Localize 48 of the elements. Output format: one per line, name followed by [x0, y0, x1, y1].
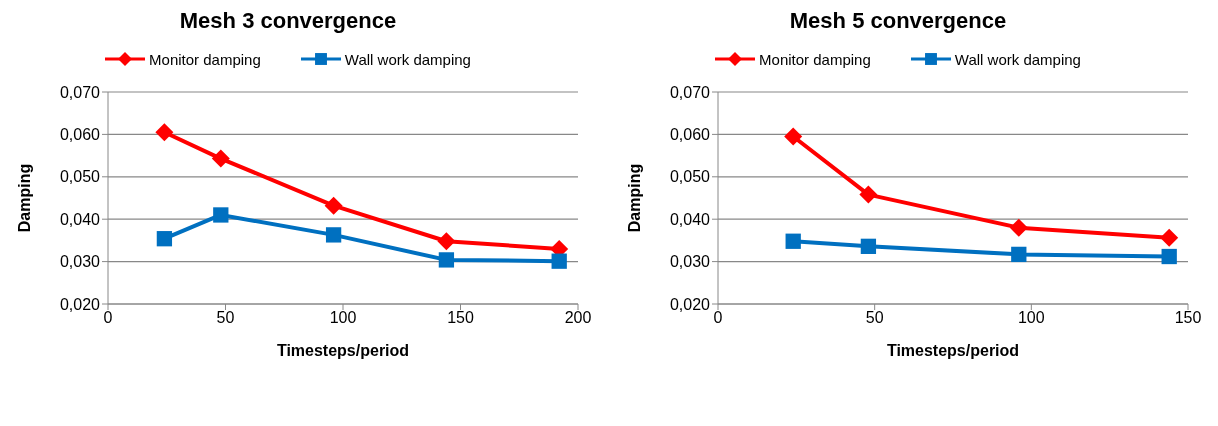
point [325, 227, 342, 243]
point [551, 253, 567, 269]
legend-label: Monitor damping [759, 50, 871, 68]
x-tick-label: 50 [865, 309, 884, 327]
point [1161, 248, 1177, 265]
y-tick-label: 0,030 [669, 253, 711, 271]
x-tick-label: 0 [103, 309, 113, 327]
legend-label: Monitor damping [149, 50, 261, 68]
y-tick-label: 0,040 [669, 210, 711, 228]
legend-label: Wall work damping [954, 50, 1081, 68]
x-tick-label: 200 [564, 309, 592, 327]
point [860, 238, 877, 254]
point [1011, 246, 1027, 263]
x-tick-label: 50 [216, 309, 235, 327]
y-tick-label: 0,020 [669, 295, 711, 313]
y-tick-label: 0,060 [59, 126, 101, 144]
y-tick-label: 0,070 [59, 83, 101, 101]
point [1160, 228, 1179, 247]
y-tick-label: 0,050 [59, 168, 101, 186]
x-tick-label: 100 [329, 309, 357, 327]
y-tick-label: 0,040 [59, 210, 101, 228]
x-tick-label: 150 [447, 309, 474, 327]
point [438, 252, 455, 268]
point [211, 149, 230, 168]
legend-label: Wall work damping [344, 50, 471, 68]
y-axis-title: Damping [15, 163, 33, 233]
point [437, 232, 456, 251]
point [213, 207, 229, 223]
y-axis-title: Damping [625, 163, 643, 233]
y-tick-label: 0,070 [669, 83, 711, 101]
point [156, 231, 173, 247]
point [1009, 218, 1028, 237]
point [155, 123, 174, 142]
y-tick-label: 0,060 [669, 126, 711, 144]
point [859, 185, 878, 204]
chart-title: Mesh 3 convergence [178, 8, 398, 35]
point [784, 127, 803, 146]
point [324, 196, 343, 215]
x-tick-label: 150 [1174, 309, 1202, 327]
x-axis-title: Timesteps/period [276, 342, 410, 359]
x-axis-title: Timesteps/period [886, 342, 1020, 359]
point [785, 233, 801, 249]
y-tick-label: 0,030 [59, 253, 101, 271]
x-tick-label: 100 [1017, 309, 1045, 327]
chart-title: Mesh 5 convergence [788, 8, 1008, 35]
y-tick-label: 0,050 [669, 168, 711, 186]
y-tick-label: 0,020 [59, 295, 101, 313]
x-tick-label: 0 [713, 309, 723, 327]
